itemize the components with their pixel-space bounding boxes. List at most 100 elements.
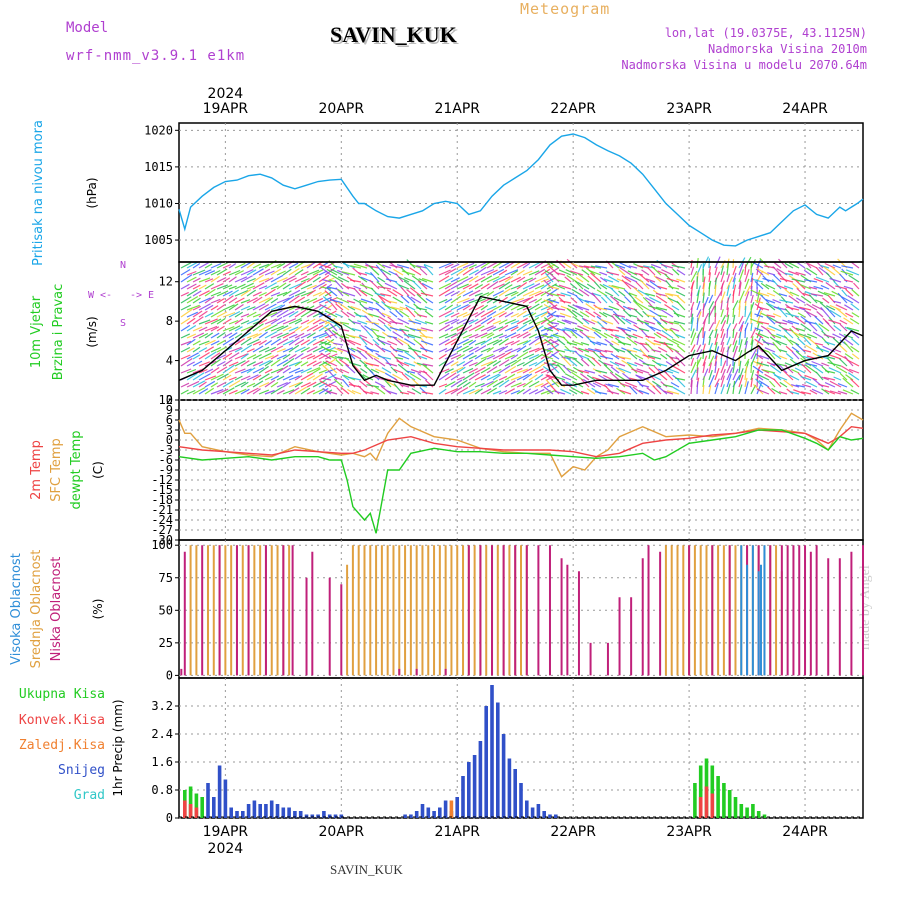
- wind-vector: [180, 346, 191, 353]
- wind-vector: [655, 276, 668, 283]
- wind-vector: [180, 389, 189, 395]
- wind-vector: [604, 291, 614, 297]
- wind-vector: [234, 381, 247, 388]
- wind-vector: [270, 325, 285, 332]
- wind-vector: [744, 377, 748, 388]
- wind-vector: [204, 304, 214, 311]
- wind-vector: [474, 325, 485, 332]
- wind-vector: [198, 319, 211, 325]
- wind-vector: [829, 380, 842, 388]
- wind-vector: [649, 373, 662, 381]
- y-tick-label: 100: [151, 538, 173, 552]
- wind-vector: [608, 275, 620, 283]
- wind-vector: [720, 341, 725, 353]
- wind-vector: [411, 275, 422, 283]
- wind-vector: [667, 368, 680, 374]
- wind-vector: [599, 355, 614, 360]
- wind-vector: [744, 264, 747, 276]
- wind-vector: [708, 342, 713, 353]
- total-precip-bar: [188, 786, 193, 818]
- wind-vector: [456, 290, 466, 297]
- wind-vector: [480, 316, 493, 325]
- wind-vector: [186, 283, 197, 290]
- wind-vector: [708, 374, 715, 388]
- wind-vector: [480, 388, 492, 395]
- wind-vector: [252, 374, 262, 381]
- wind-vector: [282, 339, 294, 346]
- wind-vector: [750, 312, 753, 325]
- wind-vector: [294, 338, 305, 346]
- wind-vector: [300, 339, 311, 346]
- wind-vector: [720, 357, 723, 367]
- wind-vector: [468, 354, 477, 360]
- wind-vector: [421, 391, 434, 395]
- wind-vector: [282, 374, 294, 381]
- wind-vector: [180, 291, 189, 297]
- wind-vector: [609, 343, 620, 353]
- wind-vector: [726, 367, 734, 381]
- wind-vector: [492, 275, 506, 283]
- wind-vector: [409, 372, 422, 381]
- wind-vector: [374, 376, 386, 381]
- wind-vector: [849, 317, 860, 325]
- wind-vector: [363, 306, 374, 311]
- wind-vector: [558, 284, 572, 290]
- wind-vector: [564, 373, 578, 381]
- wind-vector: [252, 268, 264, 276]
- wind-vector: [388, 300, 398, 304]
- wind-vector: [240, 269, 254, 276]
- wind-vector: [758, 380, 770, 388]
- wind-vector: [670, 381, 680, 388]
- wind-vector: [276, 365, 289, 374]
- wind-vector: [468, 381, 477, 388]
- wind-vector: [318, 334, 328, 339]
- wind-vector: [358, 335, 368, 346]
- wind-vector: [306, 269, 320, 276]
- wind-vector: [754, 313, 764, 318]
- wind-vector: [474, 366, 486, 374]
- wind-vector: [498, 303, 510, 311]
- wind-vector: [633, 340, 644, 346]
- wind-vector: [754, 280, 764, 290]
- wind-vector: [444, 360, 455, 367]
- wind-vector: [744, 285, 751, 297]
- wind-vector: [708, 272, 711, 283]
- wind-vector: [813, 285, 824, 290]
- wind-vector: [696, 349, 703, 360]
- wind-vector: [606, 390, 620, 395]
- wind-vector: [198, 368, 208, 374]
- wind-vector: [384, 304, 398, 311]
- wind-vector: [192, 284, 201, 290]
- wind-vector: [547, 323, 560, 332]
- wind-vector: [375, 302, 386, 311]
- wind-vector: [660, 309, 674, 318]
- wind-vector: [656, 331, 668, 339]
- wind-vector: [228, 346, 242, 353]
- wind-vector: [210, 275, 220, 283]
- wind-vector: [462, 367, 474, 374]
- wind-vector: [356, 346, 368, 353]
- wind-vector: [400, 391, 410, 395]
- wind-vector: [240, 288, 252, 297]
- wind-vector: [258, 382, 270, 388]
- wind-vector: [556, 279, 566, 283]
- wind-vector: [348, 318, 356, 325]
- wind-vector: [312, 305, 321, 311]
- wind-vector: [300, 319, 310, 325]
- wind-vector: [216, 366, 228, 374]
- wind-vector: [420, 347, 434, 353]
- wind-vector: [815, 266, 824, 276]
- wind-vector: [648, 367, 656, 374]
- wind-vector: [534, 388, 545, 395]
- wind-vector: [192, 305, 201, 311]
- wind-vector: [234, 360, 246, 367]
- wind-vector: [180, 283, 190, 290]
- wind-vector: [246, 374, 259, 381]
- wind-vector: [180, 340, 192, 346]
- wind-vector: [618, 290, 626, 297]
- wind-vector: [784, 262, 794, 269]
- wind-vector: [300, 277, 310, 283]
- wind-vector: [788, 275, 800, 283]
- wind-vector: [444, 304, 454, 311]
- wind-vector: [180, 274, 193, 283]
